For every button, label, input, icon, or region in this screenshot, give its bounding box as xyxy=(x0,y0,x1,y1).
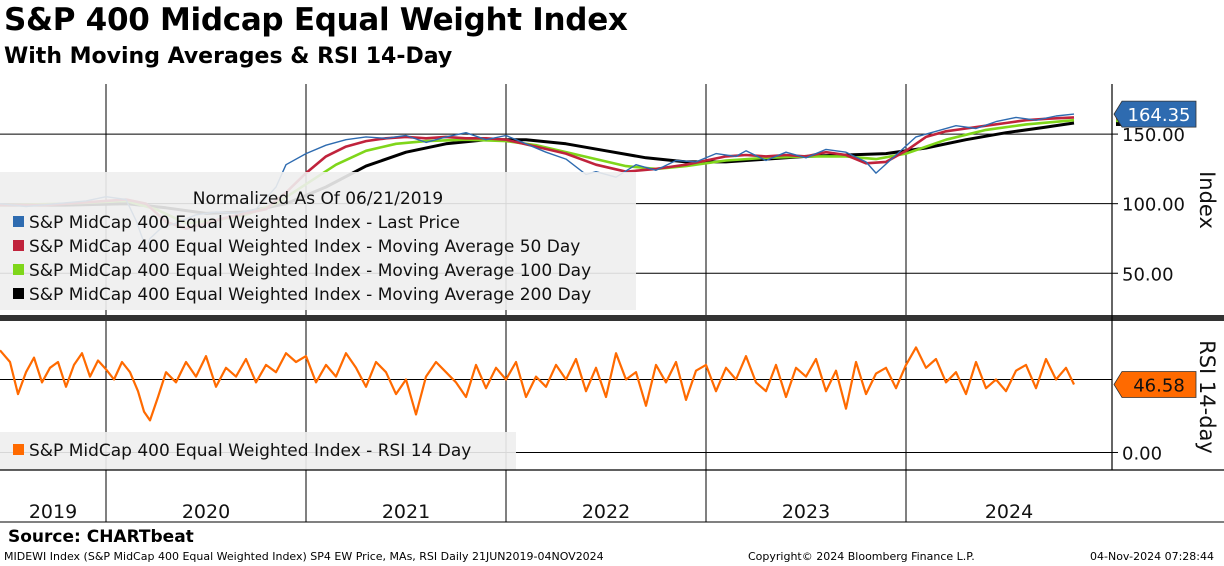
price-tick-label-100: 100.00 xyxy=(1122,195,1185,216)
year-label-2021: 2021 xyxy=(382,501,430,523)
legend-swatch-ma200 xyxy=(13,288,24,299)
legend-swatch-ma50 xyxy=(13,240,24,251)
year-label-2022: 2022 xyxy=(582,501,630,523)
price-legend-box xyxy=(0,172,636,310)
legend-title: Normalized As Of 06/21/2019 xyxy=(193,189,443,209)
price-tick-label-50: 50.00 xyxy=(1122,264,1174,285)
year-label-2023: 2023 xyxy=(782,501,830,523)
legend-label-ma200: S&P MidCap 400 Equal Weighted Index - Mo… xyxy=(29,285,591,305)
year-label-2024: 2024 xyxy=(985,501,1033,523)
chart-title: S&P 400 Midcap Equal Weight Index xyxy=(4,2,628,38)
price-tick-label-150: 150.00 xyxy=(1122,125,1185,146)
price-last-tag xyxy=(1113,100,1197,128)
legend-label-ma100: S&P MidCap 400 Equal Weighted Index - Mo… xyxy=(29,261,591,281)
axis-layer: 50.00 100.00 150.00 0.00 Index RSI 14-day 164.… xyxy=(0,84,1224,523)
panel-separator xyxy=(0,315,1224,321)
footer-left: MIDEWI Index (S&P MidCap 400 Equal Weigh… xyxy=(4,550,604,563)
legend-swatch-price xyxy=(13,216,24,227)
price-axis-title: Index xyxy=(1195,171,1219,229)
legend-label-price: S&P MidCap 400 Equal Weighted Index - La… xyxy=(29,213,460,233)
rsi-tick-label-0: 0.00 xyxy=(1122,443,1162,464)
rsi-legend-box xyxy=(0,432,516,470)
legend-layer: Normalized As Of 06/21/2019 S&P MidCap 40… xyxy=(0,172,636,470)
legend-label-rsi: S&P MidCap 400 Equal Weighted Index - RS… xyxy=(29,441,471,461)
footer-right: 04-Nov-2024 07:28:44 xyxy=(1090,550,1215,563)
source-label: Source: CHARTbeat xyxy=(8,527,194,547)
price-last-tag-label: 164.35 xyxy=(1128,105,1191,126)
legend-label-ma50: S&P MidCap 400 Equal Weighted Index - Mo… xyxy=(29,237,580,257)
year-label-2020: 2020 xyxy=(182,501,230,523)
legend-swatch-rsi xyxy=(13,444,24,455)
rsi-line xyxy=(0,346,1075,422)
rsi-last-tag xyxy=(1113,371,1197,398)
rsi-last-tag-label: 46.58 xyxy=(1133,375,1185,396)
chart-subtitle: With Moving Averages & RSI 14-Day xyxy=(4,44,453,69)
legend-swatch-ma100 xyxy=(13,264,24,275)
footer-center: Copyright© 2024 Bloomberg Finance L.P. xyxy=(748,550,975,563)
year-label-2019: 2019 xyxy=(29,501,77,523)
rsi-axis-title: RSI 14-day xyxy=(1195,340,1219,454)
